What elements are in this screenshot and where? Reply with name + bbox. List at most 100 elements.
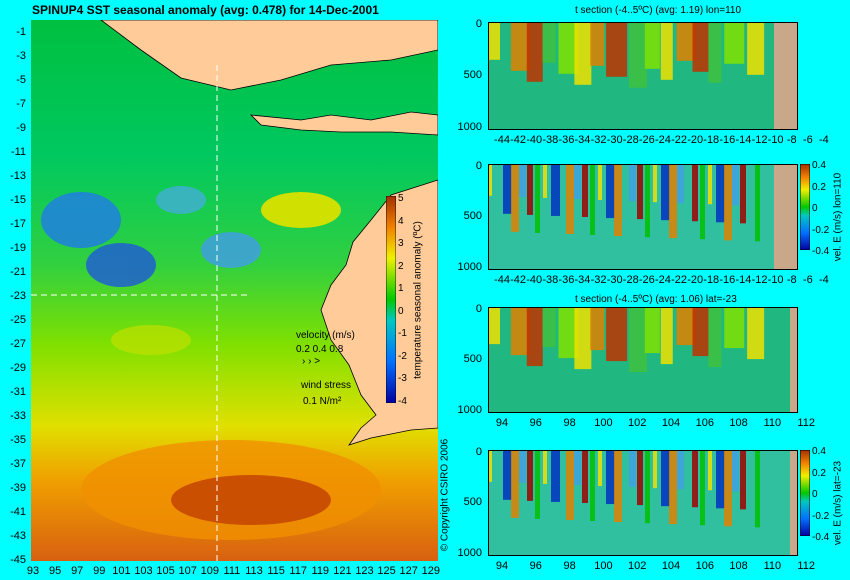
section-stripe xyxy=(661,164,670,221)
section-y-tick: 500 xyxy=(463,69,482,82)
section-x-tick: -26 xyxy=(638,134,655,146)
section-stripe xyxy=(582,164,588,217)
section-stripe xyxy=(644,22,660,69)
lat-tick-label: -19 xyxy=(10,242,26,254)
section-stripe xyxy=(747,307,765,360)
section-stripe xyxy=(740,450,746,510)
section-stripe xyxy=(700,450,705,526)
panel3-title: t section (-4..5ºC) (avg: 1.06) lat=-23 xyxy=(575,294,737,305)
section-border xyxy=(488,450,798,556)
section-stripe xyxy=(755,450,760,528)
section-x-tick: -6 xyxy=(802,134,813,146)
section-stripe xyxy=(677,164,684,204)
section-stripe xyxy=(676,22,696,61)
section-x-tick: 94 xyxy=(495,560,509,572)
velocity-colorbar-label: vel. E (m/s) lon=110 xyxy=(832,172,844,262)
section-stripe xyxy=(590,307,605,351)
lon-tick-label: 115 xyxy=(267,565,285,577)
section-x-tick: -8 xyxy=(786,274,797,286)
section-x-tick: -20 xyxy=(687,274,704,286)
section-stripe xyxy=(543,164,547,198)
section-stripe xyxy=(724,450,732,527)
lon-tick-label: 117 xyxy=(289,565,307,577)
section-stripe xyxy=(708,307,722,368)
lat-tick-label: -5 xyxy=(16,74,26,86)
velocity-legend-arrows: › › > xyxy=(302,356,321,367)
section-x-tick: -14 xyxy=(735,134,752,146)
lat-tick-label: -17 xyxy=(10,218,26,230)
section-panel-v-lat23 xyxy=(488,450,798,556)
section-x-tick: -44 xyxy=(494,134,510,146)
colorbar-tick-label: 4 xyxy=(398,215,404,227)
section-stripe xyxy=(661,450,670,507)
section-stripe xyxy=(526,307,543,367)
lat-tick-label: -31 xyxy=(10,386,26,398)
section-stripe xyxy=(574,22,592,85)
velocity-colorbar-tick: 0.4 xyxy=(812,446,826,457)
section-stripe xyxy=(653,164,657,203)
section-stripe xyxy=(732,164,739,206)
section-x-tick: -32 xyxy=(590,134,607,146)
section-border xyxy=(488,307,798,413)
section-stripe xyxy=(503,164,512,214)
section-stripe xyxy=(590,22,605,66)
velocity-legend-label: velocity (m/s) xyxy=(296,330,355,341)
section-stripe xyxy=(558,22,579,74)
colorbar-tick-label: 2 xyxy=(398,260,404,272)
section-stripe xyxy=(645,450,650,524)
section-stripe xyxy=(708,450,712,491)
section-stripe xyxy=(598,164,602,201)
section-x-tick: 98 xyxy=(563,560,576,572)
section-stripe xyxy=(614,450,622,523)
section-stripe xyxy=(582,450,588,503)
section-stripe xyxy=(755,164,760,242)
lon-tick-label: 93 xyxy=(26,565,40,577)
section-x-tick: 108 xyxy=(729,560,748,572)
section-stripe xyxy=(535,450,540,519)
section-x-tick: -42 xyxy=(510,274,527,286)
section-x-tick: -22 xyxy=(671,274,687,286)
velocity-colorbar-tick: -0.2 xyxy=(812,510,830,522)
velocity-colorbar-tick: -0.4 xyxy=(812,532,830,543)
section-stripe xyxy=(551,450,560,502)
section-y-tick: 0 xyxy=(475,303,482,315)
section-y-tick: 0 xyxy=(475,446,482,458)
section-stripe xyxy=(614,164,622,237)
section-x-tick: 104 xyxy=(661,560,681,572)
section-x-tick: -16 xyxy=(719,274,736,286)
lat-tick-label: -13 xyxy=(10,170,26,182)
map-colorbar-label: temperature seasonal anomaly (ºC) xyxy=(412,221,424,379)
lat-tick-label: -9 xyxy=(16,122,26,134)
section-stripe xyxy=(606,164,615,219)
lon-tick-label: 123 xyxy=(355,565,374,577)
section-x-tick: -28 xyxy=(622,274,639,286)
section-land xyxy=(774,164,798,270)
lon-tick-label: 95 xyxy=(48,565,62,577)
section-x-tick: -4 xyxy=(819,134,829,146)
section-land xyxy=(790,307,798,413)
section-stripe xyxy=(590,164,595,236)
lon-tick-label: 129 xyxy=(421,565,440,577)
section-stripe xyxy=(510,22,530,71)
section-stripe xyxy=(708,164,712,205)
lat-tick-label: -1 xyxy=(16,26,26,38)
section-stripe xyxy=(629,450,636,488)
section-x-tick: 100 xyxy=(594,560,613,572)
section-stripe xyxy=(511,164,519,232)
section-stripe xyxy=(700,164,705,240)
section-stripe xyxy=(598,450,602,487)
section-x-tick: 112 xyxy=(797,560,815,572)
section-stripe xyxy=(511,450,519,518)
lon-tick-label: 103 xyxy=(134,565,153,577)
section-stripe xyxy=(653,450,657,489)
lat-tick-label: -21 xyxy=(10,266,26,278)
section-stripe xyxy=(644,307,660,354)
section-x-tick: -24 xyxy=(654,134,671,146)
section-stripe xyxy=(574,307,592,370)
velocity-colorbar xyxy=(800,450,810,536)
lat-tick-label: -7 xyxy=(16,98,26,110)
lat-tick-label: -41 xyxy=(10,506,26,518)
section-x-tick: -34 xyxy=(574,274,591,286)
section-stripe xyxy=(527,450,533,501)
section-x-tick: -6 xyxy=(802,274,813,286)
